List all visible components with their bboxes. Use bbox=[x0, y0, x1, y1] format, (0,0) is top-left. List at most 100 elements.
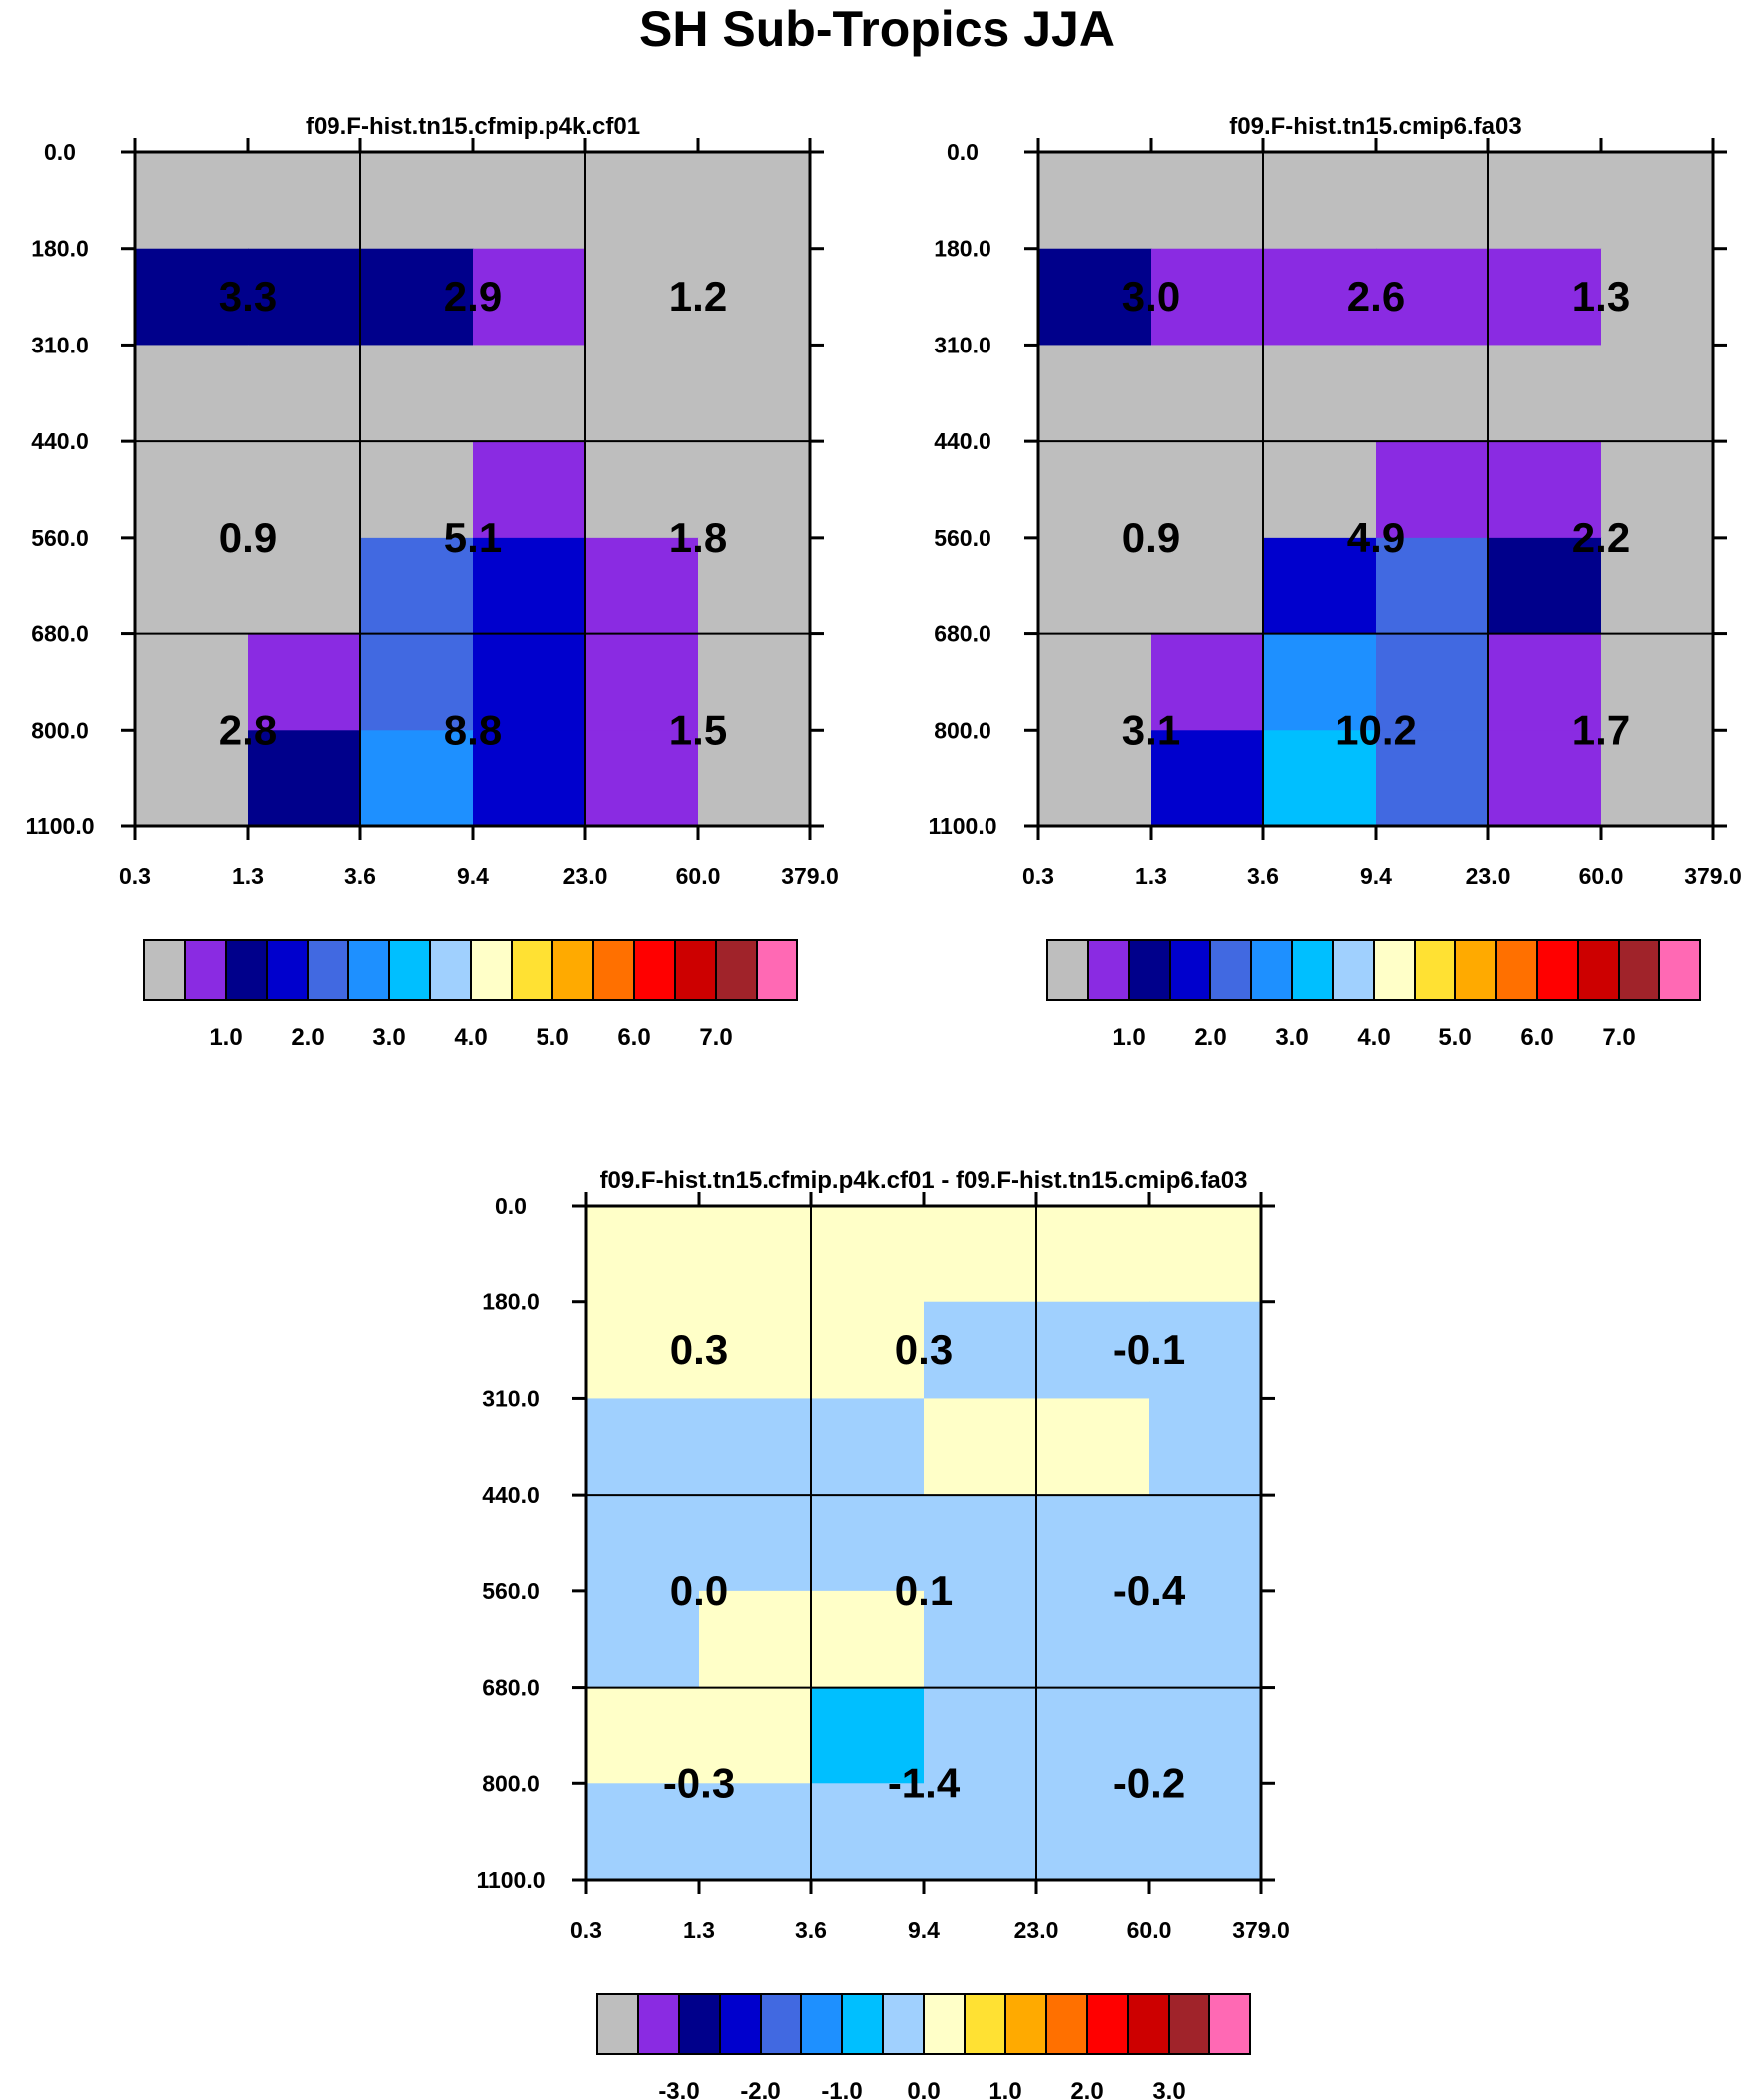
colorbar-box bbox=[1004, 1993, 1047, 2055]
colorbar-box bbox=[1291, 939, 1334, 1001]
heatmap-cell bbox=[1149, 1495, 1262, 1592]
colorbar-box bbox=[841, 1993, 884, 2055]
y-tick-label: 800.0 bbox=[31, 717, 89, 743]
heatmap-cell bbox=[699, 1687, 812, 1784]
heatmap-cell bbox=[586, 1687, 700, 1784]
region-value-label: 10.2 bbox=[1335, 706, 1417, 753]
colorbar-box bbox=[1045, 1993, 1088, 2055]
heatmap-cell bbox=[1376, 730, 1489, 827]
colorbar-box bbox=[1658, 939, 1701, 1001]
colorbar-box bbox=[347, 939, 390, 1001]
heatmap-cell bbox=[1038, 537, 1152, 635]
y-tick-label: 310.0 bbox=[934, 332, 991, 357]
y-tick-label: 0.0 bbox=[947, 139, 979, 165]
heatmap-cell bbox=[698, 248, 811, 347]
heatmap-cell bbox=[248, 537, 361, 635]
heatmap-cell bbox=[360, 441, 474, 539]
colorbar-box bbox=[674, 939, 717, 1001]
region-value-label: 1.5 bbox=[669, 706, 727, 753]
heatmap-cell bbox=[585, 537, 699, 635]
heatmap-cell bbox=[1488, 152, 1602, 250]
heatmap-cell bbox=[1151, 345, 1264, 442]
colorbar-label: 2.0 bbox=[1194, 1024, 1226, 1050]
colorbar-box bbox=[715, 939, 758, 1001]
heatmap-cell bbox=[1151, 152, 1264, 250]
colorbar-box bbox=[1454, 939, 1497, 1001]
heatmap-cell bbox=[1038, 152, 1152, 250]
heatmap-cell bbox=[811, 1687, 925, 1784]
colorbar-box bbox=[1536, 939, 1579, 1001]
colorbar-box bbox=[388, 939, 431, 1001]
heatmap-cell bbox=[1601, 537, 1714, 635]
heatmap-cell bbox=[811, 1495, 925, 1592]
region-value-label: 0.9 bbox=[219, 514, 277, 561]
heatmap-cell bbox=[1036, 1495, 1150, 1592]
colorbar-box bbox=[1169, 939, 1211, 1001]
colorbar-box bbox=[1577, 939, 1620, 1001]
heatmap-cell bbox=[1601, 152, 1714, 250]
colorbar-box bbox=[511, 939, 553, 1001]
region-value-label: 3.1 bbox=[1122, 706, 1180, 753]
heatmap-cell bbox=[1601, 248, 1714, 347]
colorbar-box bbox=[1127, 1993, 1170, 2055]
heatmap-cell bbox=[360, 537, 474, 635]
colorbar-box bbox=[1495, 939, 1538, 1001]
heatmap-cell bbox=[473, 152, 586, 250]
x-tick-label: 1.3 bbox=[232, 863, 264, 889]
region-value-label: 3.3 bbox=[219, 273, 277, 320]
heatmap-cell bbox=[1263, 633, 1377, 731]
heatmap-cell bbox=[1038, 633, 1152, 731]
y-tick-label: 180.0 bbox=[31, 236, 89, 262]
x-tick-label: 60.0 bbox=[1579, 863, 1624, 889]
heatmap-cell bbox=[586, 1783, 700, 1881]
y-tick-label: 1100.0 bbox=[25, 814, 94, 839]
region-value-label: 2.6 bbox=[1347, 273, 1405, 320]
colorbar-label: 5.0 bbox=[536, 1024, 568, 1050]
colorbar-box bbox=[1128, 939, 1171, 1001]
heatmap-cell bbox=[585, 345, 699, 442]
colorbar-box bbox=[633, 939, 676, 1001]
x-tick-label: 3.6 bbox=[795, 1917, 827, 1943]
heatmap-cell bbox=[924, 1398, 1037, 1496]
colorbar-label: -1.0 bbox=[821, 2078, 862, 2100]
heatmap-cell bbox=[699, 1590, 812, 1689]
region-value-label: -1.4 bbox=[888, 1759, 961, 1806]
region-value-label: 1.2 bbox=[669, 273, 727, 320]
y-tick-label: 560.0 bbox=[482, 1578, 540, 1604]
heatmap-cell bbox=[248, 730, 361, 827]
heatmap-cell bbox=[1376, 248, 1489, 347]
colorbar-label: -3.0 bbox=[658, 2078, 699, 2100]
heatmap-cell bbox=[135, 345, 249, 442]
heatmap-cell bbox=[1036, 1590, 1150, 1689]
x-tick-label: 0.3 bbox=[119, 863, 151, 889]
heatmap-cell bbox=[585, 248, 699, 347]
heatmap-cell bbox=[135, 152, 249, 250]
y-tick-label: 560.0 bbox=[31, 525, 89, 551]
y-tick-label: 800.0 bbox=[934, 717, 991, 743]
heatmap-cell bbox=[1149, 1590, 1262, 1689]
heatmap-cell bbox=[811, 1590, 925, 1689]
region-value-label: 2.2 bbox=[1572, 514, 1630, 561]
heatmap-cell bbox=[1151, 248, 1264, 347]
colorbar-box bbox=[678, 1993, 721, 2055]
colorbar-label: 6.0 bbox=[1520, 1024, 1553, 1050]
heatmap-cell bbox=[1263, 152, 1377, 250]
y-tick-label: 800.0 bbox=[482, 1770, 540, 1796]
panel-title: f09.F-hist.tn15.cmip6.fa03 bbox=[1229, 114, 1521, 140]
x-tick-label: 60.0 bbox=[676, 863, 721, 889]
heatmap-cell bbox=[1036, 1398, 1150, 1496]
heatmap-cell bbox=[135, 730, 249, 827]
heatmap-cell bbox=[924, 1301, 1037, 1400]
panel-title: f09.F-hist.tn15.cfmip.p4k.cf01 - f09.F-h… bbox=[600, 1167, 1248, 1194]
heatmap-cell bbox=[1263, 248, 1377, 347]
x-tick-label: 3.6 bbox=[344, 863, 376, 889]
heatmap-cell bbox=[586, 1206, 700, 1303]
colorbar-box bbox=[882, 1993, 925, 2055]
x-tick-label: 9.4 bbox=[1360, 863, 1392, 889]
heatmap-cell bbox=[698, 441, 811, 539]
colorbar-box bbox=[719, 1993, 762, 2055]
region-value-label: 8.8 bbox=[444, 706, 502, 753]
heatmap-cell bbox=[699, 1783, 812, 1881]
x-tick-label: 23.0 bbox=[563, 863, 608, 889]
